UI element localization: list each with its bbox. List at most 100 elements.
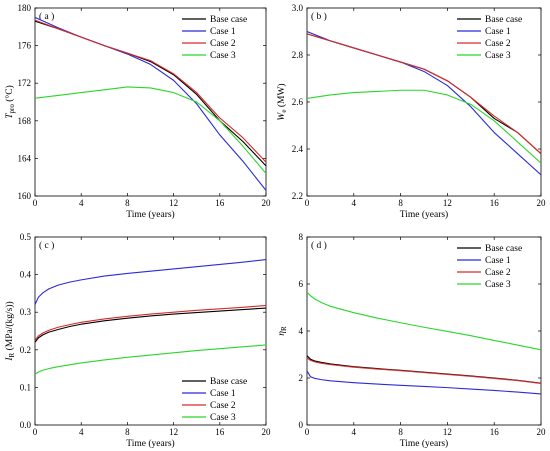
legend-label: Case 3 [210,51,236,61]
plot-frame [34,7,267,197]
y-tick-label: 0.5 [20,232,32,242]
y-tick-label: 164 [18,153,32,163]
legend-label: Case 2 [485,268,511,278]
y-axis-label: IR (MPa/(kg/s)) [4,301,16,361]
panel-a: 0 4 8 12 16 20 160 164 168 172 176 180 ( a ) Time (ye… [4,3,271,220]
series-group [307,291,541,395]
x-tick-label: 20 [537,198,547,208]
series-line-case-3 [307,89,541,164]
y-axis-label: Tpro (°C) [4,85,16,118]
y-tick-label: 0 [299,420,304,430]
y-tick-label: 4 [299,326,304,336]
series-line-case-2 [307,33,541,155]
x-tick-label: 0 [305,427,310,437]
legend-label: Case 1 [485,256,511,266]
series-line-base-case [35,307,266,343]
legend-label: Base case [485,15,522,25]
y-tick-label: 0.1 [20,382,31,392]
legend-label: Case 1 [210,389,236,399]
legend-label: Case 1 [210,27,236,37]
legend: Base case Case 1 Case 2 Case 3 [182,377,247,423]
legend-label: Case 2 [485,39,511,49]
x-tick-label: 8 [125,198,130,208]
x-tick-label: 12 [443,198,452,208]
y-tick-label: 0.4 [20,270,32,280]
series-line-case-3 [35,86,266,174]
y-tick-label: 180 [18,3,32,13]
legend-label: Case 1 [485,27,511,37]
panel-c: 0 4 8 12 16 20 0.0 0.1 0.2 0.3 0.4 0.5 ( c ) Time (ye… [4,232,271,449]
x-tick-label: 4 [79,198,84,208]
series-line-case-2 [35,304,266,341]
legend: Base case Case 1 Case 2 Case 3 [457,244,522,290]
y-axis-label: ηR [277,326,288,336]
y-tick-label: 0.0 [20,420,32,430]
y-tick-label: 0.3 [20,307,32,317]
x-tick-label: 16 [215,198,225,208]
legend-label: Base case [485,244,522,254]
y-tick-label: 3.0 [292,3,304,13]
legend: Base case Case 1 Case 2 Case 3 [457,15,522,61]
panel-label: ( c ) [39,240,54,251]
x-tick-label: 4 [352,198,357,208]
legend-label: Case 3 [210,413,236,423]
y-tick-label: 2.6 [292,97,304,107]
series-line-case-2 [307,357,541,384]
x-tick-label: 0 [305,198,310,208]
series-group [307,30,541,176]
series-line-case-1 [35,259,266,305]
x-tick-label: 0 [33,427,38,437]
x-tick-label: 16 [490,427,500,437]
panel-label: ( d ) [311,240,327,251]
series-line-case-3 [35,344,266,375]
legend-label: Case 3 [485,280,511,290]
series-line-case-3 [307,291,541,351]
y-tick-label: 172 [18,78,32,88]
legend: Base case Case 1 Case 2 Case 3 [182,15,247,61]
legend-label: Case 2 [210,401,236,411]
series-group [35,259,266,375]
y-tick-label: 0.2 [20,345,31,355]
x-tick-label: 0 [33,198,38,208]
x-tick-label: 4 [352,427,357,437]
y-tick-label: 176 [18,41,32,51]
x-axis-label: Time (years) [126,209,174,220]
y-tick-label: 2.8 [292,50,304,60]
x-axis-label: Time (years) [126,438,174,449]
y-tick-label: 2.4 [292,144,304,154]
x-axis-label: Time (years) [400,209,448,220]
panel-b: 0 4 8 12 16 20 2.2 2.4 2.6 2.8 3.0 ( b ) Time (years… [276,3,546,220]
x-tick-label: 16 [490,198,500,208]
legend-label: Case 3 [485,51,511,61]
panel-d: 0 4 8 12 16 20 0 2 4 6 8 ( d ) Time (years) ηR Base ca… [277,232,546,449]
x-tick-label: 12 [169,198,178,208]
x-axis-label: Time (years) [400,438,448,449]
legend-label: Base case [210,377,247,387]
panel-label: ( b ) [311,11,327,22]
x-tick-label: 20 [262,427,272,437]
plot-frame [34,236,267,426]
x-tick-label: 8 [125,427,130,437]
series-line-case-2 [35,19,266,163]
x-tick-label: 20 [537,427,547,437]
y-tick-label: 160 [18,191,32,201]
y-tick-label: 168 [18,116,32,126]
y-tick-label: 8 [299,232,304,242]
y-tick-label: 2 [299,373,304,383]
x-tick-label: 8 [398,427,403,437]
legend-label: Case 2 [210,39,236,49]
panel-label: ( a ) [39,11,54,22]
y-axis-label: We (MW) [276,83,288,120]
x-tick-label: 12 [169,427,178,437]
series-line-case-1 [307,370,541,395]
x-tick-label: 20 [262,198,272,208]
y-tick-label: 2.2 [292,191,303,201]
x-tick-label: 4 [79,427,84,437]
x-tick-label: 16 [215,427,225,437]
series-group [35,16,266,191]
legend-label: Base case [210,15,247,25]
y-tick-label: 6 [299,279,304,289]
x-tick-label: 12 [443,427,452,437]
x-tick-label: 8 [398,198,403,208]
